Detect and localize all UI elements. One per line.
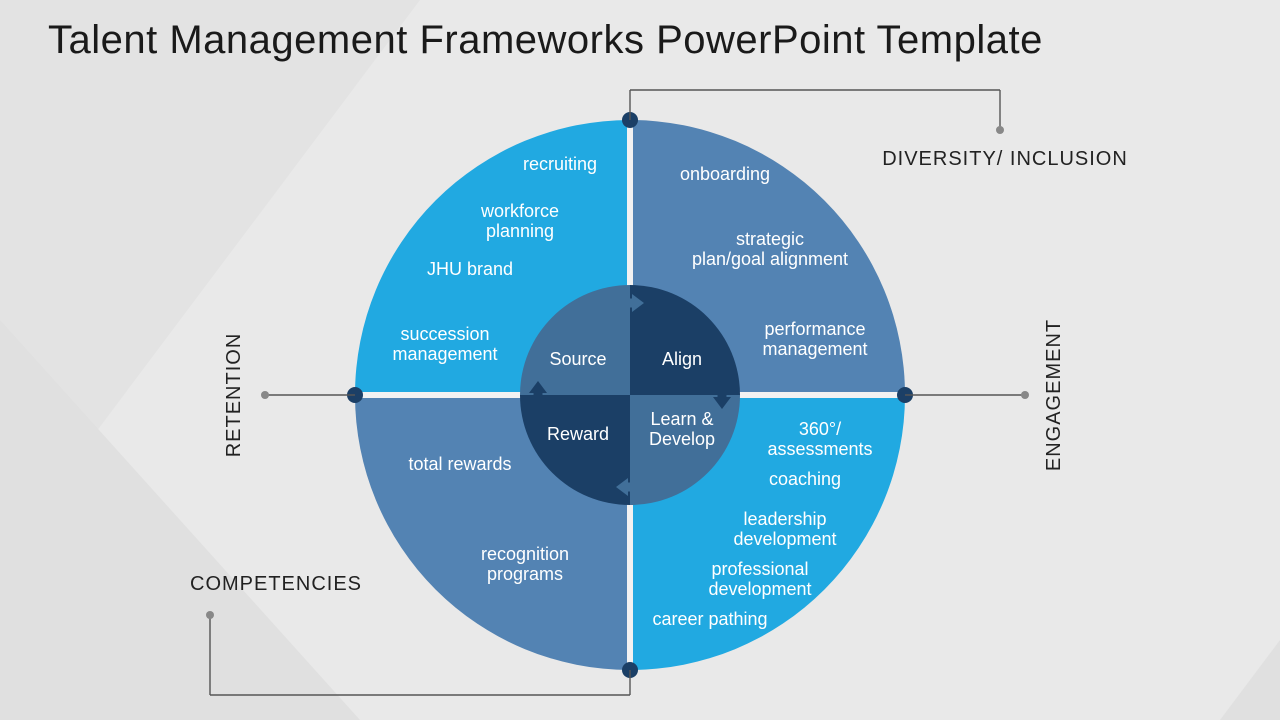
quadrant-br-item: leadershipdevelopment — [733, 509, 836, 549]
quadrant-bl-item: total rewards — [408, 454, 511, 474]
quadrant-tl-item: JHU brand — [427, 259, 513, 279]
core-label-reward: Reward — [547, 424, 609, 444]
quadrant-br-item: professionaldevelopment — [708, 559, 811, 599]
callout-label-engagement: ENGAGEMENT — [1043, 319, 1065, 471]
quadrant-tl-item: recruiting — [523, 154, 597, 174]
callout-label-competencies: COMPETENCIES — [190, 573, 362, 595]
quadrant-br-item: career pathing — [652, 609, 767, 629]
core-label-align: Align — [662, 349, 702, 369]
callout-label-retention: RETENTION — [223, 333, 245, 458]
core-label-learn-develop: Learn &Develop — [649, 409, 715, 449]
quadrant-bl-item: recognitionprograms — [481, 544, 569, 584]
quadrant-br-item: coaching — [769, 469, 841, 489]
framework-diagram: recruiting workforceplanning JHU brand succ… — [0, 0, 1280, 720]
callout-label-diversity-inclusion: DIVERSITY/ INCLUSION — [882, 148, 1128, 170]
quadrant-tr-item: performancemanagement — [762, 319, 867, 359]
core-label-source: Source — [549, 349, 606, 369]
quadrant-tl-item: workforceplanning — [480, 201, 559, 241]
quadrant-tr-item: onboarding — [680, 164, 770, 184]
quadrant-tl-item: successionmanagement — [392, 324, 497, 364]
